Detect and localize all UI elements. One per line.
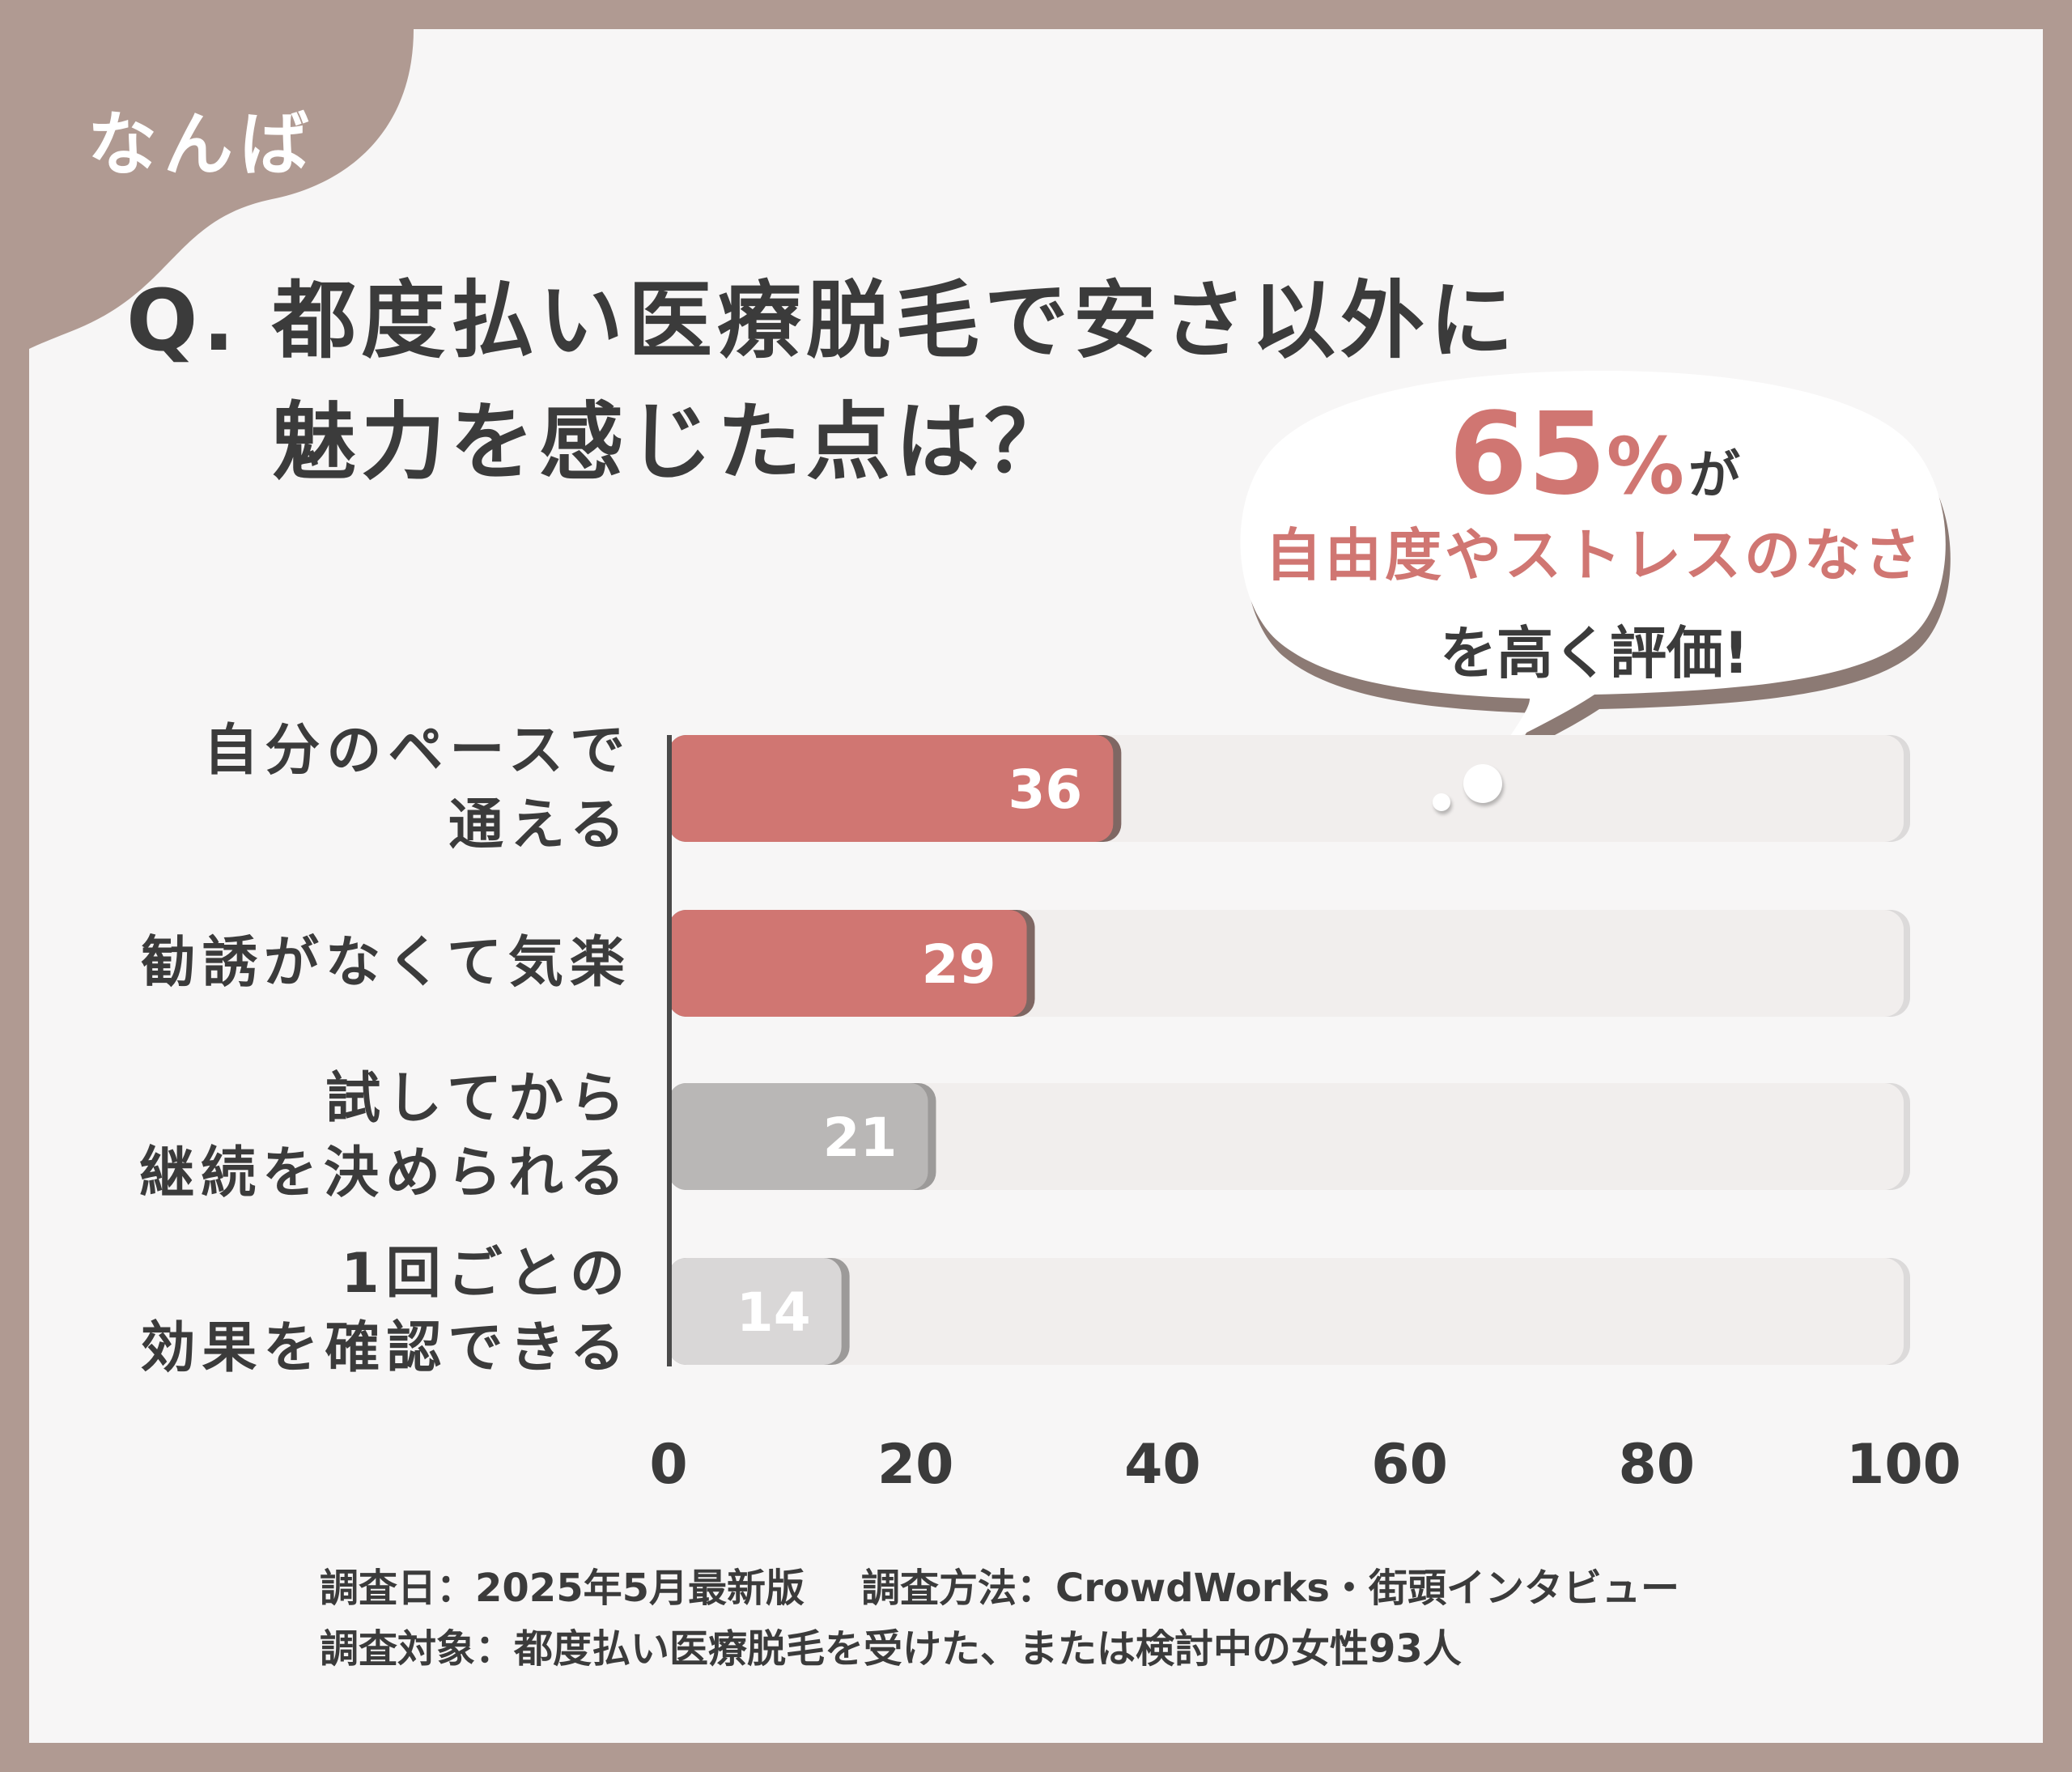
x-tick-label: 100 [1846,1433,1961,1497]
category-label-line: 試してから [325,1067,631,1131]
survey-target: 調査対象：都度払い医療脱毛を受けた、または検討中の女性93人 [320,1626,1462,1672]
title-prefix: Q. [126,271,240,370]
page-title: Q. 都度払い医療脱毛で安さ以外に 魅力を感じた点は？ [126,260,1810,503]
category-label-line: 勧誘がなくて気楽 [141,931,631,995]
callout: 65% が 自由度やストレスのなさ を高く評価! [1230,389,1959,690]
decor-dot-small [1433,793,1450,811]
title-line-2: 魅力を感じた点は？ [272,393,1074,491]
x-tick-label: 60 [1371,1433,1448,1497]
callout-ga: が [1688,446,1741,506]
card: なんば Q. 都度払い医療脱毛で安さ以外に 魅力を感じた点は？ [29,29,2043,1743]
category-label-line: 継続を決められる [138,1141,631,1205]
callout-tail: を高く評価! [1440,620,1749,686]
survey-footer: 調査日：2025年5月最新版 調査方法：CrowdWorks・街頭インタビュー 調… [320,1558,1679,1680]
category-label-line: 通える [448,793,631,857]
x-tick-label: 20 [877,1433,954,1497]
region-label: なんば [87,104,316,185]
category-label-line: 効果を確認できる [140,1316,631,1380]
category-label: 1回ごとの効果を確認できる [140,1237,631,1386]
y-axis-line [667,735,672,1366]
survey-date: 調査日：2025年5月最新版 [320,1566,805,1611]
title-text-1: 都度払い医療脱毛で安さ以外に [272,271,1519,370]
x-tick-label: 40 [1124,1433,1201,1497]
footer-line-1: 調査日：2025年5月最新版 調査方法：CrowdWorks・街頭インタビュー [320,1558,1679,1619]
category-label-line: 1回ごとの [341,1242,631,1306]
speech-bubble [1240,371,1951,758]
callout-headline: 65% が [1230,389,1959,521]
title-line-1: Q. 都度払い医療脱毛で安さ以外に [126,260,1810,381]
category-label-line: 自分のペースで [203,719,631,783]
region-tab [29,29,414,349]
decor-dot-large [1463,764,1502,803]
category-label: 勧誘がなくて気楽 [141,926,631,1001]
category-label: 自分のペースで通える [203,714,631,863]
survey-method: 調査方法：CrowdWorks・街頭インタビュー [861,1566,1679,1611]
callout-percent: 65 [1448,389,1607,521]
x-tick-label: 80 [1618,1433,1696,1497]
x-tick-label: 0 [649,1433,688,1497]
callout-highlight: 自由度やストレスのなさ [1265,522,1924,589]
callout-percent-sign: % [1606,421,1684,512]
category-label: 試してから継続を決められる [139,1062,631,1211]
